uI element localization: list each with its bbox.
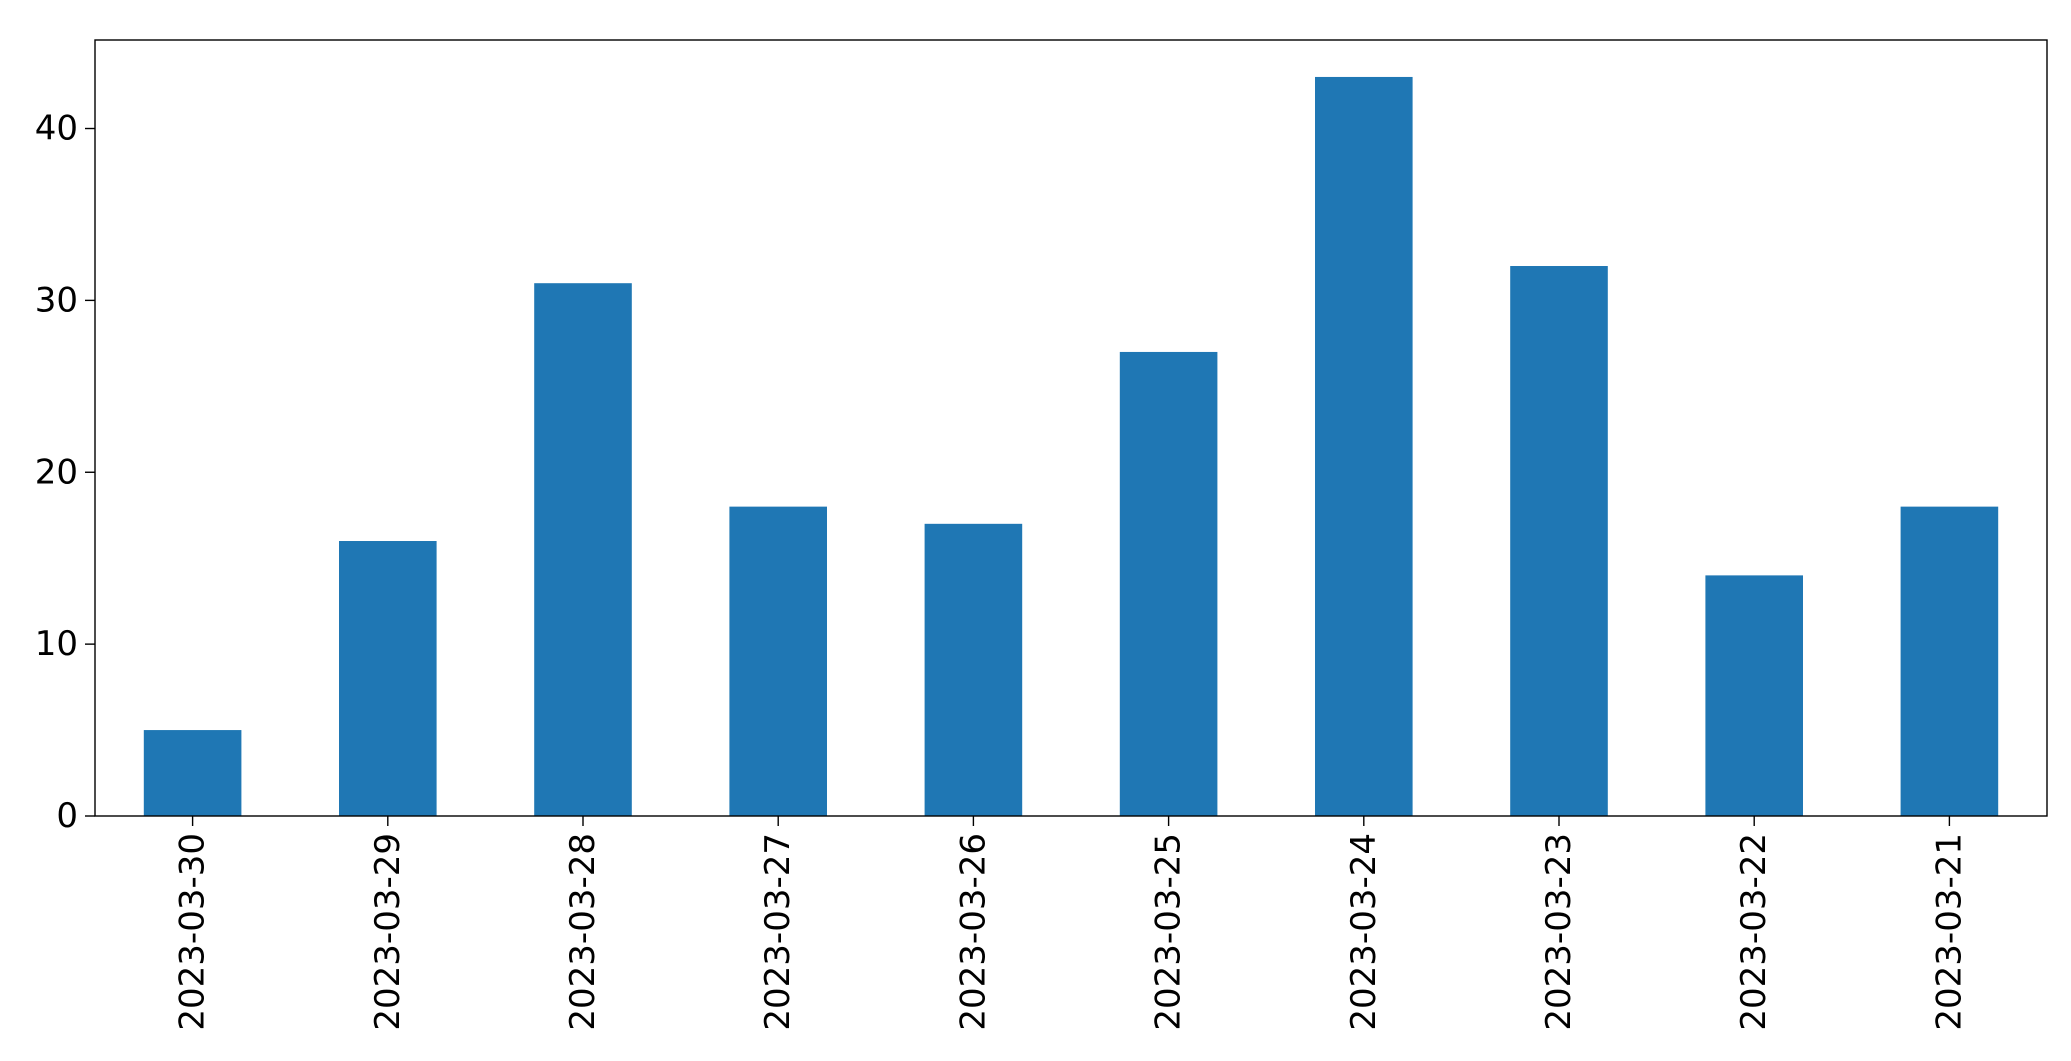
y-tick-label: 40 bbox=[35, 109, 78, 149]
x-tick-label: 2023-03-30 bbox=[173, 833, 213, 1031]
y-tick-label: 20 bbox=[35, 452, 78, 492]
bar-2023-03-29 bbox=[339, 541, 437, 816]
bar-2023-03-27 bbox=[729, 506, 827, 816]
x-tick-label: 2023-03-23 bbox=[1539, 833, 1579, 1031]
x-tick-label: 2023-03-21 bbox=[1929, 833, 1969, 1031]
x-tick-label: 2023-03-26 bbox=[953, 833, 993, 1031]
bar-2023-03-24 bbox=[1315, 76, 1413, 816]
plot-area-frame bbox=[94, 39, 2048, 817]
bar-2023-03-21 bbox=[1900, 506, 1999, 816]
y-tick-label: 0 bbox=[56, 796, 78, 836]
bars-layer bbox=[143, 76, 1999, 816]
bar-2023-03-30 bbox=[143, 730, 242, 816]
bar-2023-03-23 bbox=[1510, 266, 1608, 816]
x-tick-label: 2023-03-28 bbox=[563, 833, 603, 1031]
bar-2023-03-26 bbox=[924, 523, 1023, 816]
x-tick-label: 2023-03-29 bbox=[368, 833, 408, 1031]
y-axis: 0 10 20 30 40 bbox=[35, 109, 95, 836]
y-tick-label: 30 bbox=[35, 280, 78, 320]
bar-2023-03-22 bbox=[1705, 575, 1803, 816]
x-tick-label: 2023-03-24 bbox=[1344, 833, 1384, 1031]
x-tick-label: 2023-03-27 bbox=[758, 833, 798, 1031]
y-tick-label: 10 bbox=[35, 624, 78, 664]
bar-2023-03-25 bbox=[1119, 351, 1218, 816]
x-axis: 2023-03-30 2023-03-29 2023-03-28 2023-03-27… bbox=[173, 816, 1969, 1031]
x-tick-label: 2023-03-22 bbox=[1734, 833, 1774, 1031]
bar-2023-03-28 bbox=[534, 283, 632, 816]
x-tick-label: 2023-03-25 bbox=[1149, 833, 1189, 1031]
